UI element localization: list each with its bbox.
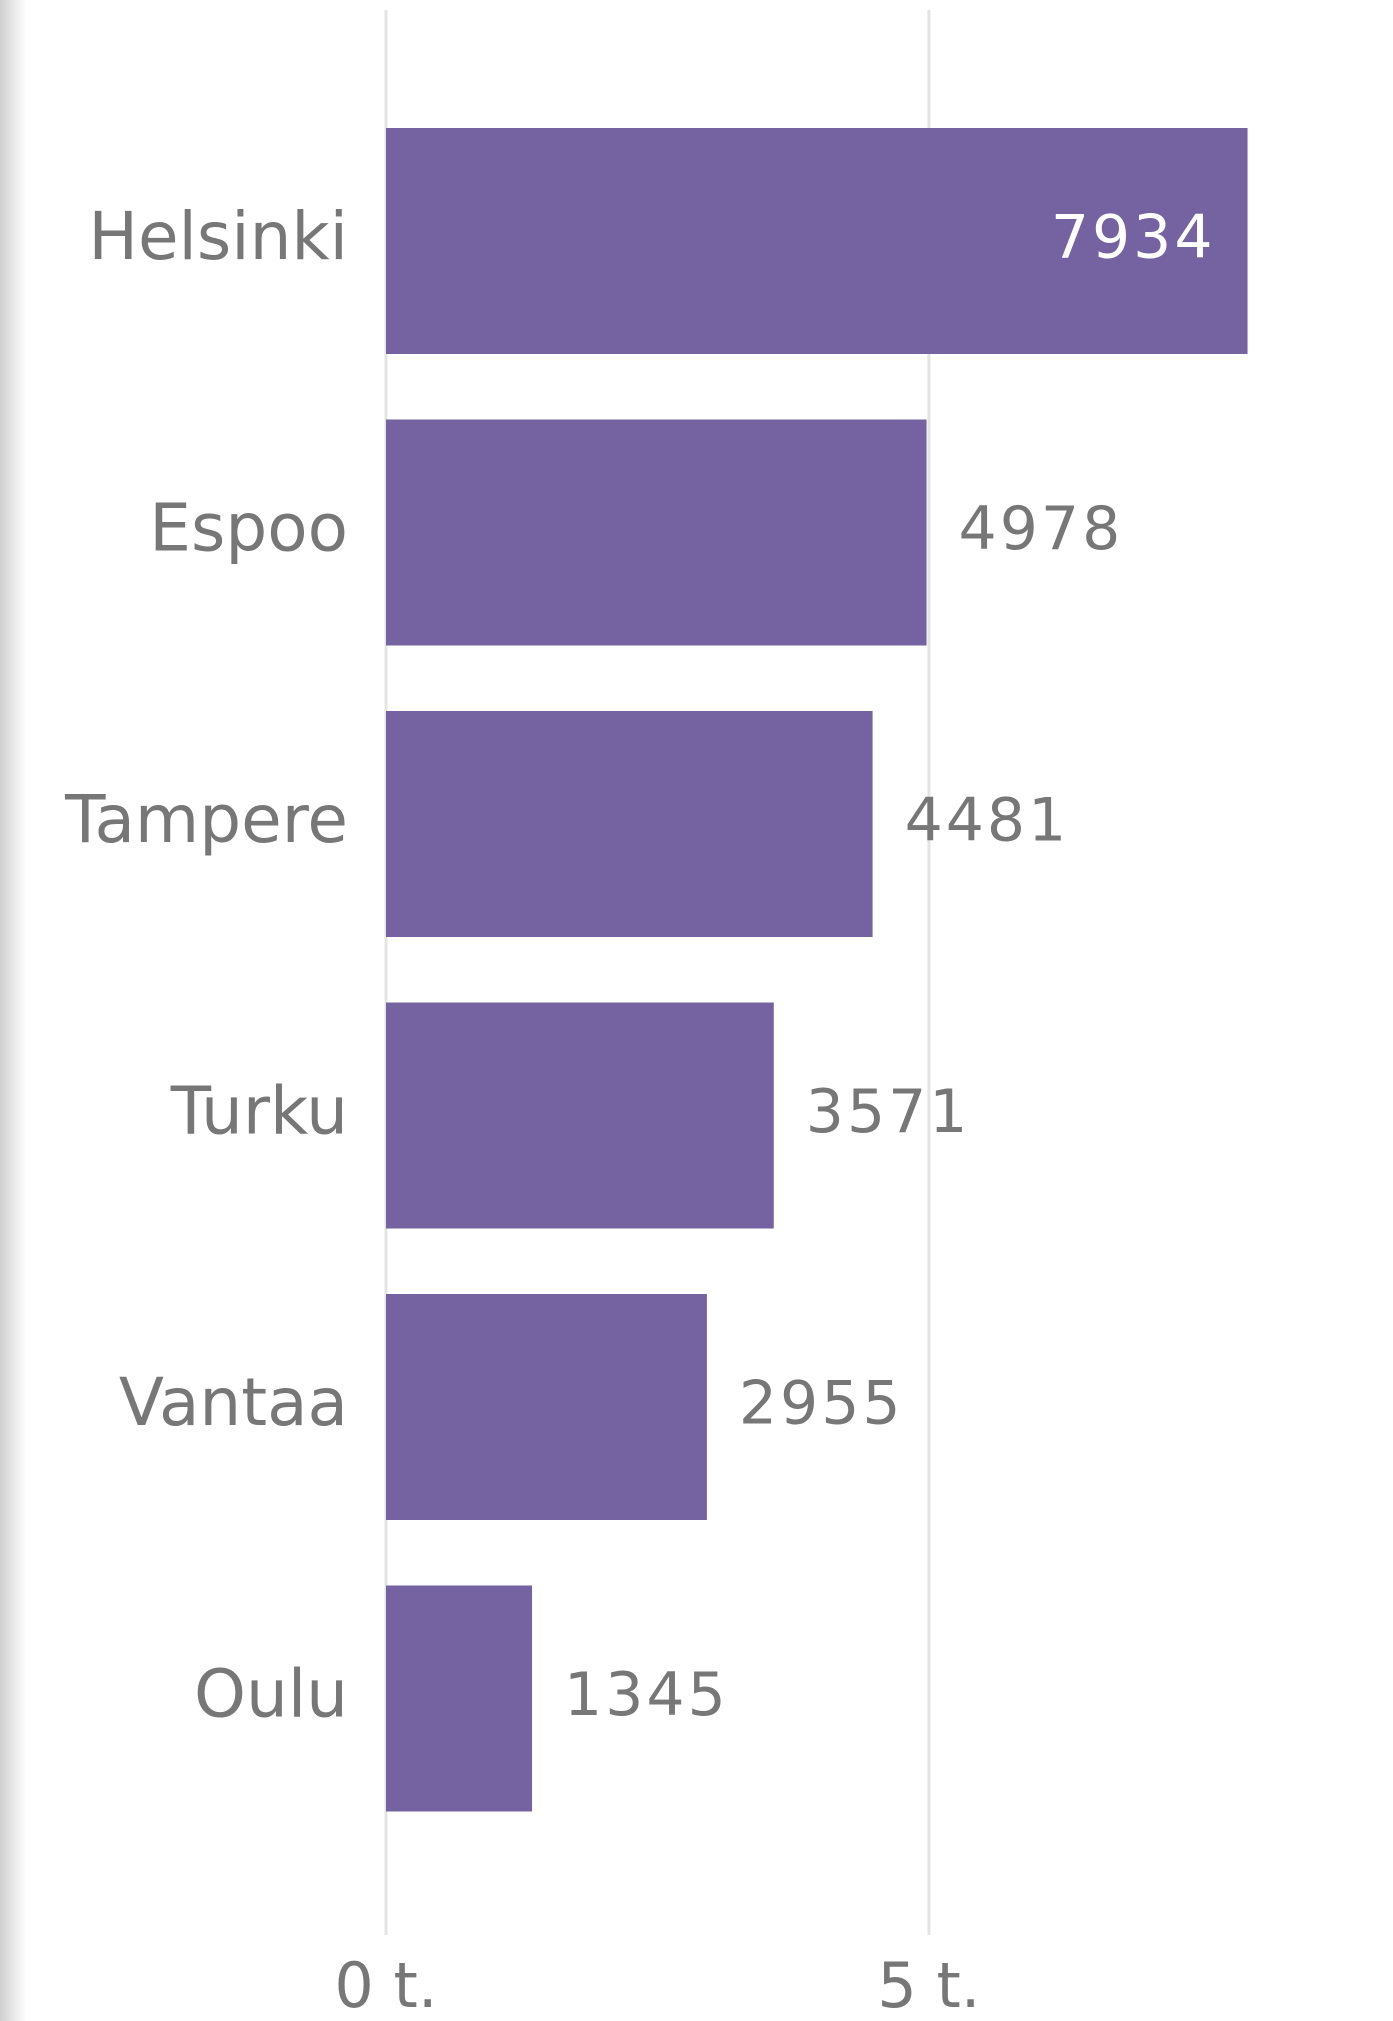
- y-tick-label: Turku: [170, 1073, 348, 1150]
- bar: [386, 1585, 533, 1812]
- bar: [386, 128, 1248, 354]
- y-tick-label: Oulu: [194, 1656, 348, 1733]
- y-tick-label: Helsinki: [88, 198, 348, 275]
- bar: [386, 1294, 707, 1520]
- y-tick-label: Espoo: [149, 490, 348, 567]
- value-label: 7934: [1051, 203, 1216, 273]
- side-shadow: [0, 0, 26, 2021]
- bar: [386, 419, 927, 646]
- value-label: 4978: [959, 494, 1124, 564]
- value-label: 2955: [739, 1369, 904, 1439]
- y-tick-label: Vantaa: [119, 1364, 348, 1441]
- bar: [386, 1002, 774, 1229]
- x-tick-label: 0 t.: [334, 1949, 437, 2021]
- value-label: 4481: [905, 786, 1070, 856]
- value-label: 3571: [806, 1077, 971, 1147]
- value-label: 1345: [564, 1660, 729, 1730]
- x-tick-label: 5 t.: [877, 1949, 980, 2021]
- y-tick-label: Tampere: [64, 781, 348, 858]
- bar: [386, 711, 873, 937]
